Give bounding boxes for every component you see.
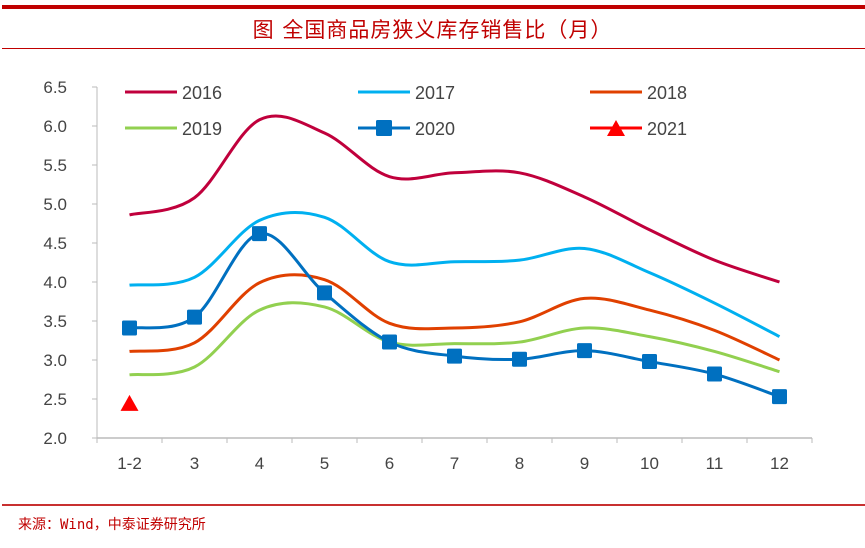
y-tick-label: 5.5 (43, 156, 67, 175)
source-note: 来源：Wind，中泰证券研究所 (18, 517, 206, 533)
x-tick-label: 3 (190, 454, 199, 473)
series-line-2019 (129, 301, 780, 377)
data-point-2021 (120, 394, 139, 411)
data-point-2020 (122, 320, 137, 336)
legend-label-2017: 2017 (415, 83, 455, 103)
legend-label-2016: 2016 (182, 83, 222, 103)
y-tick-label: 3.5 (43, 312, 67, 331)
y-tick-label: 5.0 (43, 195, 67, 214)
x-tick-label: 1-2 (117, 454, 142, 473)
data-point-2020 (512, 351, 527, 367)
y-tick-label: 4.5 (43, 234, 67, 253)
series-line-2017 (129, 210, 781, 338)
data-point-2020 (642, 354, 657, 370)
legend-label-2018: 2018 (647, 83, 687, 103)
title-rule (2, 48, 865, 49)
x-tick-label: 12 (770, 454, 789, 473)
data-point-2020 (252, 226, 267, 242)
x-tick-label: 7 (450, 454, 459, 473)
x-tick-label: 10 (640, 454, 659, 473)
y-tick-label: 6.5 (43, 78, 67, 97)
x-tick-label: 5 (320, 454, 329, 473)
x-tick-label: 8 (515, 454, 524, 473)
series-line-2020 (129, 232, 780, 399)
x-tick-label: 6 (385, 454, 394, 473)
chart-title: 图 全国商品房狭义库存销售比（月） (252, 18, 613, 42)
data-point-2020 (707, 366, 722, 382)
legend-marker-2021 (607, 120, 625, 136)
series-line-2018 (129, 273, 781, 362)
y-tick-label: 4.0 (43, 273, 67, 292)
y-tick-label: 3.0 (43, 351, 67, 370)
data-point-2020 (447, 348, 462, 364)
y-tick-label: 6.0 (43, 117, 67, 136)
data-point-2020 (187, 309, 202, 325)
data-point-2020 (577, 343, 592, 359)
data-point-2020 (317, 285, 332, 301)
y-tick-label: 2.5 (43, 390, 67, 409)
series-line-2016 (129, 114, 780, 284)
data-point-2020 (772, 389, 787, 405)
legend-label-2019: 2019 (182, 119, 222, 139)
x-tick-label: 4 (255, 454, 264, 473)
x-tick-label: 11 (706, 454, 724, 473)
data-point-2020 (382, 334, 397, 350)
legend-marker-2020 (376, 120, 392, 136)
top-rule (2, 5, 865, 9)
x-tick-label: 9 (580, 454, 589, 473)
legend-label-2020: 2020 (415, 119, 455, 139)
source-rule (2, 504, 865, 506)
y-tick-label: 2.0 (43, 429, 67, 448)
legend-label-2021: 2021 (647, 119, 687, 139)
